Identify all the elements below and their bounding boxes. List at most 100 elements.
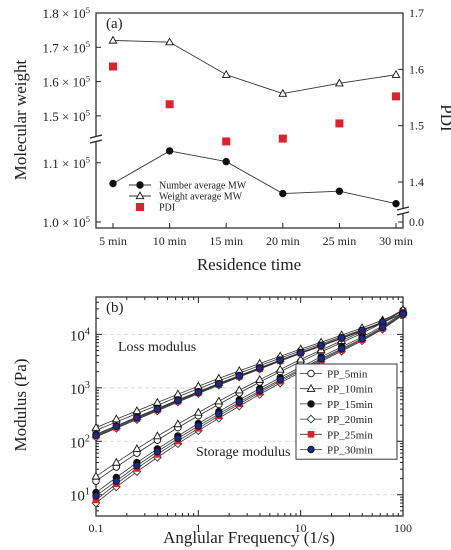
panel-a-x-axis-label: Residence time bbox=[197, 255, 301, 274]
legend-marker bbox=[307, 369, 315, 378]
legend-box bbox=[295, 363, 398, 460]
panel-a-right-axis-label: PDI bbox=[437, 104, 451, 132]
storage-modulus-line bbox=[95, 309, 404, 477]
loss-modulus-annotation: Loss modulus bbox=[118, 340, 196, 355]
mw-point bbox=[392, 199, 400, 208]
mw-point bbox=[221, 69, 231, 78]
axis-break-line bbox=[396, 211, 410, 216]
storage-modulus-point bbox=[235, 398, 243, 406]
series-line bbox=[112, 150, 397, 205]
legend-marker bbox=[306, 383, 316, 392]
storage-modulus-point bbox=[256, 387, 264, 395]
storage-modulus-point bbox=[174, 434, 182, 443]
legend-marker bbox=[307, 431, 315, 438]
panel-b-y-axis-label: Modulus (Pa) bbox=[11, 358, 30, 451]
x-tick-label: 15 min bbox=[209, 234, 243, 248]
legend-label: Number average MW bbox=[159, 181, 247, 192]
panel-a-frame bbox=[95, 12, 404, 229]
mw-point bbox=[391, 69, 401, 78]
right-tick-label: 1.6 bbox=[409, 62, 424, 76]
legend-label: PP_15min bbox=[327, 399, 373, 411]
storage-modulus-point bbox=[173, 419, 183, 428]
left-tick-label: 1.5 × 105 bbox=[42, 108, 90, 124]
x-tick-label: 10 min bbox=[153, 234, 187, 248]
storage-modulus-point bbox=[337, 345, 346, 353]
storage-modulus-line bbox=[95, 312, 404, 493]
x-tick-label: 5 min bbox=[99, 234, 127, 248]
pdi-point bbox=[222, 137, 231, 146]
left-tick-label: 1.8 × 105 bbox=[42, 5, 90, 21]
storage-modulus-point bbox=[193, 407, 203, 416]
storage-modulus-point bbox=[234, 385, 244, 394]
left-tick-label: 1.1 × 105 bbox=[42, 155, 90, 171]
pdi-point bbox=[109, 62, 117, 71]
series-line bbox=[112, 39, 397, 95]
storage-modulus-point bbox=[111, 457, 121, 466]
storage-modulus-point bbox=[358, 334, 366, 343]
loss-modulus-point bbox=[358, 326, 366, 335]
loss-modulus-line bbox=[95, 312, 404, 431]
loss-modulus-line bbox=[95, 310, 404, 428]
loss-modulus-point bbox=[215, 380, 223, 388]
right-tick-label: 1.5 bbox=[409, 119, 424, 133]
panel-b-x-axis: 0.1 1 10 100 bbox=[89, 297, 412, 535]
left-tick-label: 1.7 × 105 bbox=[42, 39, 90, 55]
loss-modulus-point bbox=[174, 396, 182, 405]
axis-break-line bbox=[89, 139, 103, 144]
mw-point bbox=[165, 37, 175, 46]
panel-b-y-axis: 101 102 103 104 bbox=[70, 296, 403, 517]
left-tick-label: 1.0 × 105 bbox=[42, 214, 90, 230]
storage-modulus-point bbox=[152, 431, 162, 440]
legend-label: PDI bbox=[159, 203, 175, 214]
legend-label: PP_10min bbox=[327, 384, 373, 396]
y-tick-label: 103 bbox=[70, 380, 90, 398]
loss-modulus-point bbox=[276, 356, 284, 365]
loss-modulus-point bbox=[133, 414, 141, 422]
left-tick-label: 1.6 × 105 bbox=[42, 73, 90, 89]
panel-b-legend: PP_5min PP_10min PP_15min PP_20min PP_25min P… bbox=[295, 363, 398, 460]
pdi-point bbox=[392, 92, 400, 101]
loss-modulus-point bbox=[91, 422, 101, 431]
storage-modulus-line bbox=[95, 313, 404, 497]
legend-label: PP_5min bbox=[327, 369, 368, 381]
storage-modulus-point bbox=[317, 355, 325, 363]
storage-modulus-point bbox=[275, 364, 285, 373]
panel-a-label: (a) bbox=[106, 16, 123, 32]
storage-modulus-point bbox=[92, 492, 100, 500]
storage-modulus-line bbox=[95, 310, 404, 482]
storage-modulus-point bbox=[255, 374, 265, 383]
loss-modulus-point bbox=[296, 349, 305, 357]
legend-label: PP_25min bbox=[327, 429, 373, 441]
axis-break-gap bbox=[90, 136, 102, 142]
mw-point bbox=[279, 189, 287, 198]
x-tick-label: 10 bbox=[295, 521, 307, 535]
loss-modulus-point bbox=[132, 406, 142, 415]
loss-modulus-point bbox=[317, 341, 325, 350]
loss-modulus-point bbox=[256, 364, 264, 372]
storage-modulus-point bbox=[296, 354, 306, 363]
loss-modulus-point bbox=[111, 414, 121, 423]
legend-marker bbox=[307, 400, 315, 408]
storage-modulus-point bbox=[399, 310, 407, 318]
storage-modulus-point bbox=[194, 422, 203, 430]
legend-label: PP_20min bbox=[327, 414, 373, 426]
x-tick-label: 0.1 bbox=[89, 521, 104, 535]
panel-b-series bbox=[91, 304, 408, 508]
legend-marker bbox=[307, 445, 315, 454]
storage-modulus-point bbox=[133, 461, 141, 470]
y-tick-label: 104 bbox=[70, 326, 90, 344]
legend-marker bbox=[135, 191, 145, 200]
mw-point bbox=[278, 88, 288, 97]
panel-a-y-axis-label: Molecular weight bbox=[11, 60, 30, 181]
mw-point bbox=[334, 78, 344, 87]
panel-b-frame bbox=[95, 296, 404, 517]
storage-modulus-line bbox=[95, 314, 404, 504]
x-tick-label: 25 min bbox=[323, 234, 357, 248]
panel-a-right-axis: 0.0 1.4 1.5 1.6 1.7 bbox=[398, 6, 424, 229]
storage-modulus-annotation: Storage modulus bbox=[196, 445, 291, 460]
storage-modulus-point bbox=[112, 477, 121, 485]
right-tick-label: 1.4 bbox=[409, 175, 424, 189]
x-tick-label: 20 min bbox=[266, 234, 300, 248]
legend-marker bbox=[136, 181, 144, 189]
